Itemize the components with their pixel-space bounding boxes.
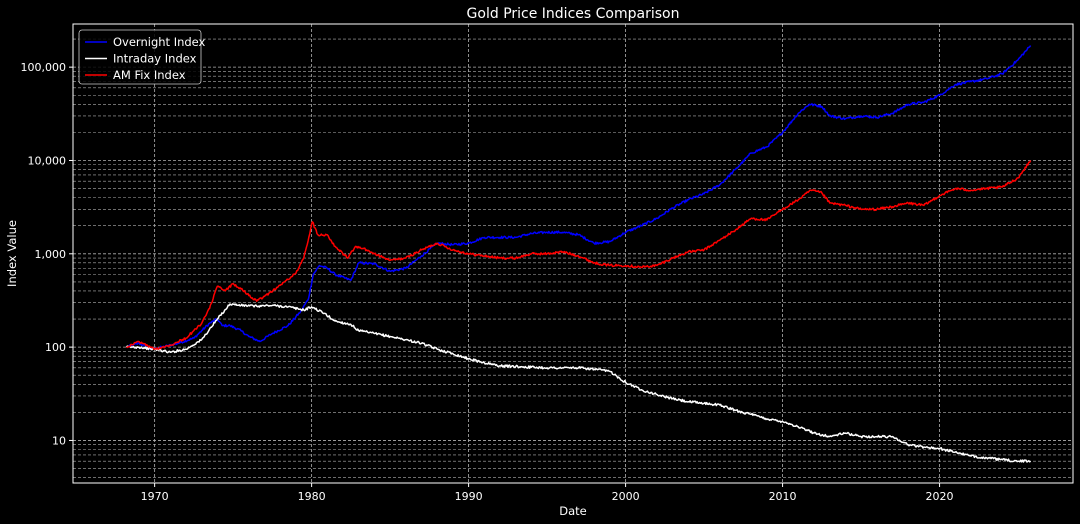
- legend-label: Overnight Index: [113, 35, 206, 49]
- x-tick-label: 1990: [455, 490, 483, 503]
- y-tick-label: 100,000: [21, 61, 67, 74]
- chart-title: Gold Price Indices Comparison: [467, 6, 680, 22]
- x-tick-label: 2010: [769, 490, 797, 503]
- x-axis-label: Date: [559, 504, 587, 518]
- legend-label: Intraday Index: [113, 52, 197, 66]
- y-tick-label: 100: [45, 341, 66, 354]
- grid-layer: [73, 24, 1073, 483]
- ticks-layer: 1970 1980 1990 2000 2010 2020 10 100 1,000 10,000…: [21, 61, 954, 503]
- y-tick-label: 1,000: [35, 248, 67, 261]
- series-layer: [125, 45, 1032, 463]
- series-line-overnight-index: [125, 45, 1032, 350]
- y-axis-label: Index Value: [5, 220, 19, 287]
- x-tick-label: 1980: [298, 490, 326, 503]
- series-line-intraday-index: [125, 303, 1032, 463]
- x-tick-label: 1970: [141, 490, 169, 503]
- legend: Overnight Index Intraday Index AM Fix Inde…: [78, 29, 206, 85]
- x-tick-label: 2020: [926, 490, 954, 503]
- series-line-am-fix-index: [126, 160, 1032, 351]
- y-tick-label: 10: [52, 434, 66, 447]
- y-tick-label: 10,000: [28, 154, 67, 167]
- legend-label: AM Fix Index: [113, 68, 186, 82]
- x-tick-label: 2000: [612, 490, 640, 503]
- legend-box: [78, 29, 202, 85]
